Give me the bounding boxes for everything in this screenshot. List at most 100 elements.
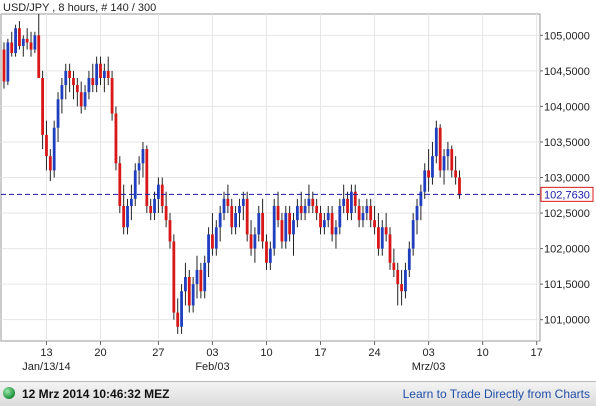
candle bbox=[99, 56, 102, 86]
candle bbox=[365, 198, 369, 221]
candle bbox=[307, 184, 311, 214]
candle-body bbox=[2, 49, 6, 82]
candle-body bbox=[411, 220, 415, 249]
candle bbox=[41, 70, 44, 150]
candle bbox=[118, 156, 122, 214]
price-label-box bbox=[540, 186, 594, 202]
y-tick-label: 105,0000 bbox=[544, 30, 590, 42]
candle bbox=[411, 213, 415, 256]
candle bbox=[79, 81, 83, 114]
x-tick-label: 10 bbox=[260, 347, 272, 359]
candle bbox=[91, 63, 95, 93]
candle-body bbox=[350, 191, 353, 214]
candle bbox=[2, 42, 6, 89]
candle bbox=[438, 124, 442, 178]
candle-body bbox=[60, 85, 64, 100]
candle bbox=[404, 262, 407, 299]
candle-body bbox=[288, 213, 292, 235]
candle-body bbox=[307, 198, 311, 206]
candle-body bbox=[407, 248, 411, 270]
candle bbox=[129, 184, 133, 221]
candle bbox=[122, 184, 126, 235]
candle-body bbox=[272, 205, 276, 249]
candle bbox=[110, 70, 114, 121]
candle bbox=[303, 198, 307, 221]
candle-body bbox=[191, 284, 195, 306]
candlestick-chart: 102,7630 105,0000 104,5000 104,0000 103,500… bbox=[0, 2, 594, 373]
candle-body bbox=[75, 85, 79, 93]
candle-body bbox=[265, 241, 268, 263]
candle bbox=[407, 241, 411, 278]
candle-body bbox=[419, 191, 423, 206]
candle-body bbox=[129, 198, 133, 206]
x-tick-label: 13 bbox=[40, 347, 52, 359]
candle bbox=[353, 184, 357, 214]
status-bar: 12 Mrz 2014 10:46:32 MEZ Learn to Trade … bbox=[0, 381, 596, 406]
candle-body bbox=[442, 156, 446, 171]
candle-body bbox=[195, 269, 199, 285]
candle-body bbox=[427, 170, 430, 178]
candle bbox=[299, 191, 303, 221]
candle-body bbox=[276, 205, 280, 221]
candle bbox=[377, 213, 380, 256]
candle-body bbox=[145, 149, 149, 206]
candle bbox=[60, 77, 64, 114]
candle-body bbox=[21, 38, 25, 46]
candle-body bbox=[10, 42, 14, 54]
candle-body bbox=[280, 220, 284, 242]
candle-body bbox=[68, 70, 72, 78]
candle-body bbox=[454, 170, 458, 178]
candle-body bbox=[172, 241, 176, 313]
candle bbox=[292, 213, 295, 256]
candle bbox=[191, 277, 195, 313]
candle-body bbox=[423, 170, 427, 192]
candle-body bbox=[176, 312, 180, 327]
candle bbox=[380, 220, 384, 256]
candle bbox=[149, 198, 153, 221]
candle-body bbox=[431, 156, 434, 178]
candle-body bbox=[295, 205, 299, 221]
candle-body bbox=[110, 77, 114, 114]
candle bbox=[72, 70, 75, 100]
x-tick-label: 27 bbox=[152, 347, 164, 359]
candle-body bbox=[118, 163, 122, 206]
candle-body bbox=[380, 227, 384, 249]
candle-body bbox=[226, 198, 230, 206]
candle bbox=[75, 77, 79, 107]
candle-body bbox=[396, 269, 400, 285]
candle-body bbox=[334, 227, 338, 235]
candle-body bbox=[346, 198, 349, 214]
candle-body bbox=[45, 134, 48, 157]
candle-body bbox=[434, 127, 438, 157]
candle-body bbox=[211, 234, 214, 249]
candle-body bbox=[299, 205, 303, 214]
candle bbox=[45, 120, 48, 171]
candle-body bbox=[234, 213, 237, 228]
candle-body bbox=[180, 291, 183, 327]
candle-body bbox=[168, 220, 172, 242]
candle bbox=[315, 198, 319, 221]
candle-body bbox=[365, 205, 369, 214]
candle-body bbox=[133, 170, 137, 199]
candle-body bbox=[102, 70, 106, 78]
candle bbox=[434, 120, 438, 164]
candle-body bbox=[450, 149, 454, 171]
learn-to-trade-link[interactable]: Learn to Trade Directly from Charts bbox=[402, 387, 590, 401]
candle bbox=[64, 63, 68, 100]
candle bbox=[241, 191, 245, 221]
candle bbox=[187, 269, 191, 313]
candle-body bbox=[29, 42, 33, 50]
x-tick-label: 17 bbox=[314, 347, 326, 359]
candle bbox=[369, 198, 373, 228]
candle bbox=[245, 191, 249, 242]
candle-body bbox=[322, 220, 326, 228]
candle-body bbox=[342, 198, 346, 206]
candle-body bbox=[245, 198, 249, 235]
candle bbox=[234, 205, 237, 235]
candle bbox=[83, 85, 87, 110]
candle-body bbox=[164, 205, 168, 221]
candle-body bbox=[319, 213, 322, 228]
candle-body bbox=[257, 213, 261, 235]
candle bbox=[288, 205, 292, 242]
candle bbox=[446, 141, 450, 171]
